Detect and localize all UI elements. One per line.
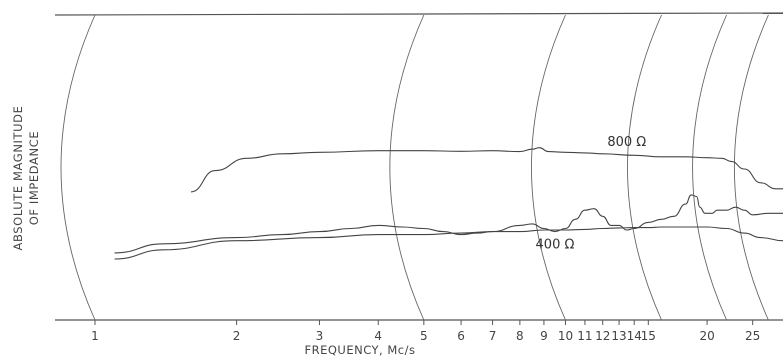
x-tick-label-7: 7 xyxy=(489,329,497,343)
x-tick-label-2: 2 xyxy=(233,329,241,343)
y-axis-label-line1: ABSOLUTE MAGNITUDE xyxy=(11,106,25,251)
frequency-grid-arcs xyxy=(60,14,769,321)
top-frame-line xyxy=(54,12,783,16)
grid-arc-22 xyxy=(692,14,727,321)
x-axis-label: FREQUENCY, Mc/s xyxy=(305,343,416,357)
grid-arc-27 xyxy=(734,14,769,321)
series-annotations: 800 Ω 400 Ω xyxy=(536,135,647,252)
grid-arc-5 xyxy=(389,14,425,321)
x-tick-label-1: 1 xyxy=(91,329,99,343)
x-tick-label-5: 5 xyxy=(420,329,428,343)
x-tick-label-25: 25 xyxy=(745,329,760,343)
grid-arc-10 xyxy=(531,14,566,321)
series-annotation-800: 800 Ω xyxy=(607,135,646,150)
x-tick-label-8: 8 xyxy=(516,329,524,343)
grid-arc-1 xyxy=(60,14,96,321)
x-tick-label-4: 4 xyxy=(374,329,382,343)
y-axis-label-line2: OF IMPEDANCE xyxy=(27,131,41,225)
x-tick-label-3: 3 xyxy=(316,329,324,343)
x-tick-label-11: 11 xyxy=(577,329,592,343)
series-annotation-400: 400 Ω xyxy=(536,237,575,252)
series-line-800 xyxy=(190,147,783,193)
x-tick-label-12: 12 xyxy=(595,329,610,343)
x-tick-label-10: 10 xyxy=(558,329,573,343)
grid-arc-16 xyxy=(627,14,662,321)
series-line-unlabeled-2 xyxy=(114,194,783,254)
x-tick-label-13: 13 xyxy=(611,329,626,343)
x-tick-label-9: 9 xyxy=(540,329,548,343)
x-tick-label-14: 14 xyxy=(627,329,642,343)
series-layer xyxy=(114,147,783,260)
series-line-400 xyxy=(114,226,783,260)
x-tick-label-6: 6 xyxy=(457,329,465,343)
x-tick-label-20: 20 xyxy=(699,329,714,343)
x-tick-label-15: 15 xyxy=(641,329,656,343)
